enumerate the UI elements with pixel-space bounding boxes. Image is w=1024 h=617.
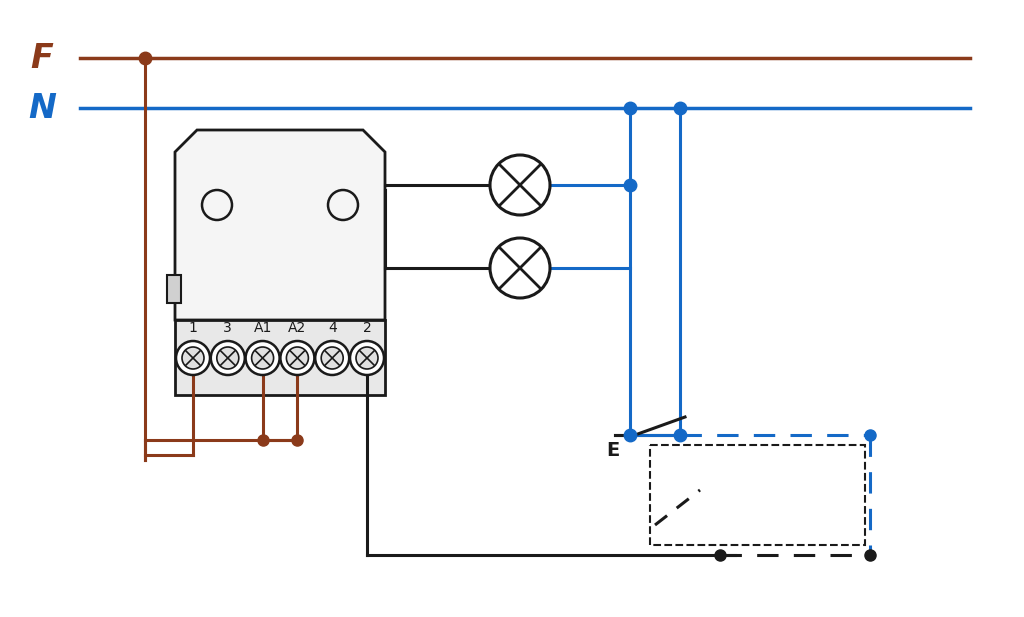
Text: 2: 2 bbox=[362, 321, 372, 335]
Text: 1: 1 bbox=[188, 321, 198, 335]
Text: N: N bbox=[28, 91, 56, 125]
Circle shape bbox=[176, 341, 210, 375]
Text: A1: A1 bbox=[253, 321, 271, 335]
Text: 3: 3 bbox=[223, 321, 232, 335]
Circle shape bbox=[350, 341, 384, 375]
Circle shape bbox=[315, 341, 349, 375]
Bar bbox=[175, 320, 385, 395]
Circle shape bbox=[182, 347, 204, 369]
Text: 4: 4 bbox=[328, 321, 337, 335]
Circle shape bbox=[202, 190, 232, 220]
Circle shape bbox=[287, 347, 308, 369]
Bar bbox=[167, 275, 181, 303]
Bar bbox=[650, 445, 865, 545]
Circle shape bbox=[322, 347, 343, 369]
Text: E: E bbox=[607, 441, 620, 460]
Text: F: F bbox=[31, 41, 53, 75]
Polygon shape bbox=[175, 130, 385, 320]
Circle shape bbox=[490, 238, 550, 298]
Circle shape bbox=[328, 190, 358, 220]
Circle shape bbox=[246, 341, 280, 375]
Text: A2: A2 bbox=[289, 321, 306, 335]
Circle shape bbox=[211, 341, 245, 375]
Circle shape bbox=[217, 347, 239, 369]
Circle shape bbox=[252, 347, 273, 369]
Circle shape bbox=[281, 341, 314, 375]
Circle shape bbox=[490, 155, 550, 215]
Circle shape bbox=[356, 347, 378, 369]
